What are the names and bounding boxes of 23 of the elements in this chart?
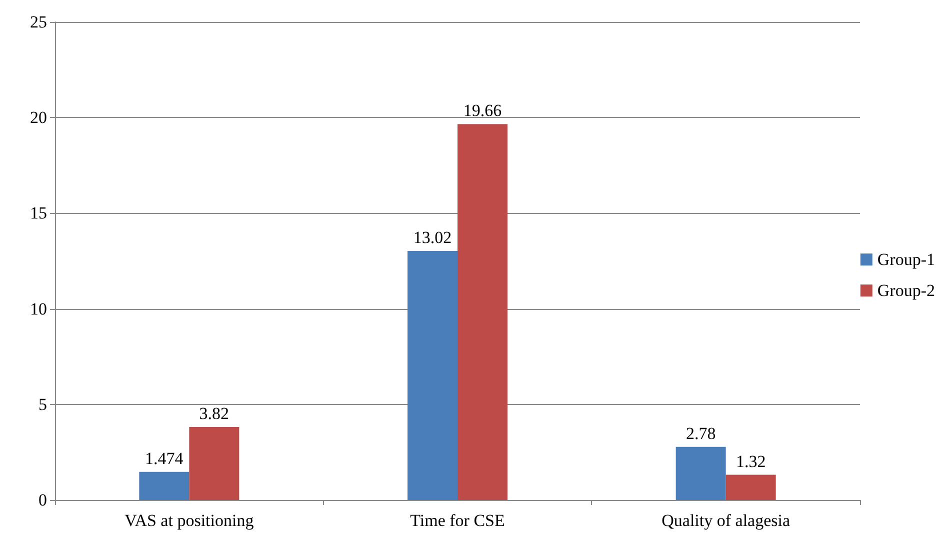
- y-tick-label: 20: [30, 108, 47, 128]
- data-label: 2.78: [686, 424, 716, 443]
- y-tick-label: 5: [38, 394, 47, 414]
- data-label: 1.32: [736, 452, 766, 471]
- x-tick-label: Quality of alagesia: [662, 511, 790, 530]
- bar: [408, 251, 458, 500]
- bar: [676, 446, 726, 500]
- y-tick-label: 25: [30, 12, 47, 32]
- bar: [458, 124, 508, 500]
- bar: [726, 474, 776, 500]
- data-label: 13.02: [413, 228, 452, 248]
- legend-label: Group-1: [877, 250, 936, 269]
- x-tick-label: VAS at positioning: [124, 511, 254, 530]
- y-tick-label: 0: [38, 490, 47, 510]
- legend-label: Group-2: [877, 281, 936, 300]
- bar: [189, 426, 240, 500]
- data-label: 3.82: [199, 404, 230, 423]
- y-tick-label: 10: [30, 299, 47, 318]
- x-tick-label: Time for CSE: [410, 511, 505, 530]
- data-label: 19.66: [463, 101, 502, 120]
- y-tick-label: 15: [30, 204, 47, 223]
- data-label: 1.474: [145, 448, 184, 468]
- bar: [139, 472, 190, 500]
